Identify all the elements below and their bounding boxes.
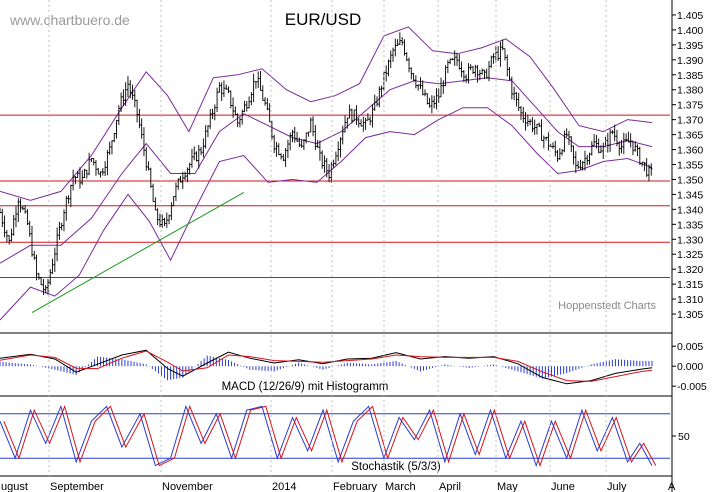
month-label: ugust	[1, 481, 28, 492]
price-tick-label: 1.305	[677, 309, 703, 321]
month-label: April	[439, 481, 461, 492]
stochastic-d-line	[3, 404, 657, 468]
price-tick-label: 1.380	[677, 85, 703, 97]
price-tick-label: 1.395	[677, 40, 703, 52]
price-tick-label: 1.405	[677, 10, 703, 22]
month-label: July	[607, 481, 627, 492]
price-tick-label: 1.365	[677, 130, 703, 142]
month-label: March	[385, 481, 416, 492]
price-tick-label: 1.350	[677, 174, 703, 186]
stochastic-panel	[0, 404, 670, 468]
month-label: 2014	[272, 481, 296, 492]
price-candles	[0, 32, 653, 296]
chart-frame	[0, 0, 673, 492]
macd-signal-line	[0, 350, 653, 382]
price-tick-label: 1.385	[677, 70, 703, 82]
price-tick-label: 1.400	[677, 25, 703, 37]
month-label: September	[50, 481, 104, 492]
macd-tick-label: -0.005	[677, 381, 707, 393]
stochastic-tick-label: 50	[678, 431, 690, 443]
price-tick-label: 1.325	[677, 249, 703, 261]
chart-title: EUR/USD	[285, 10, 362, 29]
stochastic-label: Stochastik (5/3/3)	[351, 461, 441, 473]
macd-line	[0, 349, 653, 385]
price-tick-label: 1.375	[677, 100, 703, 112]
month-axis: ugust September November 2014 February March A…	[1, 0, 676, 492]
stochastic-k-line	[0, 404, 653, 468]
horizontal-support-lines	[0, 114, 670, 279]
price-tick-label: 1.390	[677, 55, 703, 67]
bollinger-bands	[0, 26, 653, 321]
price-tick-label: 1.345	[677, 189, 703, 201]
price-axis: 1.305 1.310 1.315 1.320 1.325 1.330 1.335 1.340…	[672, 10, 703, 321]
price-tick-label: 1.360	[677, 145, 703, 157]
month-label: February	[333, 481, 378, 492]
middle-band	[0, 77, 653, 264]
macd-tick-label: 0.005	[677, 341, 703, 353]
month-label: June	[551, 481, 575, 492]
price-tick-label: 1.355	[677, 160, 703, 172]
chart-credit: Hoppenstedt Charts	[558, 300, 656, 312]
price-tick-label: 1.340	[677, 204, 703, 216]
month-label: A	[668, 481, 676, 492]
macd-panel	[0, 349, 653, 385]
stochastic-axis: 50	[672, 431, 690, 443]
month-label: May	[497, 481, 518, 492]
price-tick-label: 1.320	[677, 264, 703, 276]
macd-label: MACD (12/26/9) mit Histogramm	[222, 381, 389, 393]
month-label: November	[162, 481, 213, 492]
price-tick-label: 1.370	[677, 115, 703, 127]
macd-axis: 0.005 0.000 -0.005	[672, 341, 707, 393]
price-tick-label: 1.330	[677, 234, 703, 246]
macd-tick-label: 0.000	[677, 361, 703, 373]
watermark: www.chartbuero.de	[9, 12, 130, 28]
price-tick-label: 1.310	[677, 294, 703, 306]
price-tick-label: 1.335	[677, 219, 703, 231]
price-tick-label: 1.315	[677, 279, 703, 291]
trend-line-segment	[31, 192, 245, 313]
trend-line	[31, 192, 245, 313]
